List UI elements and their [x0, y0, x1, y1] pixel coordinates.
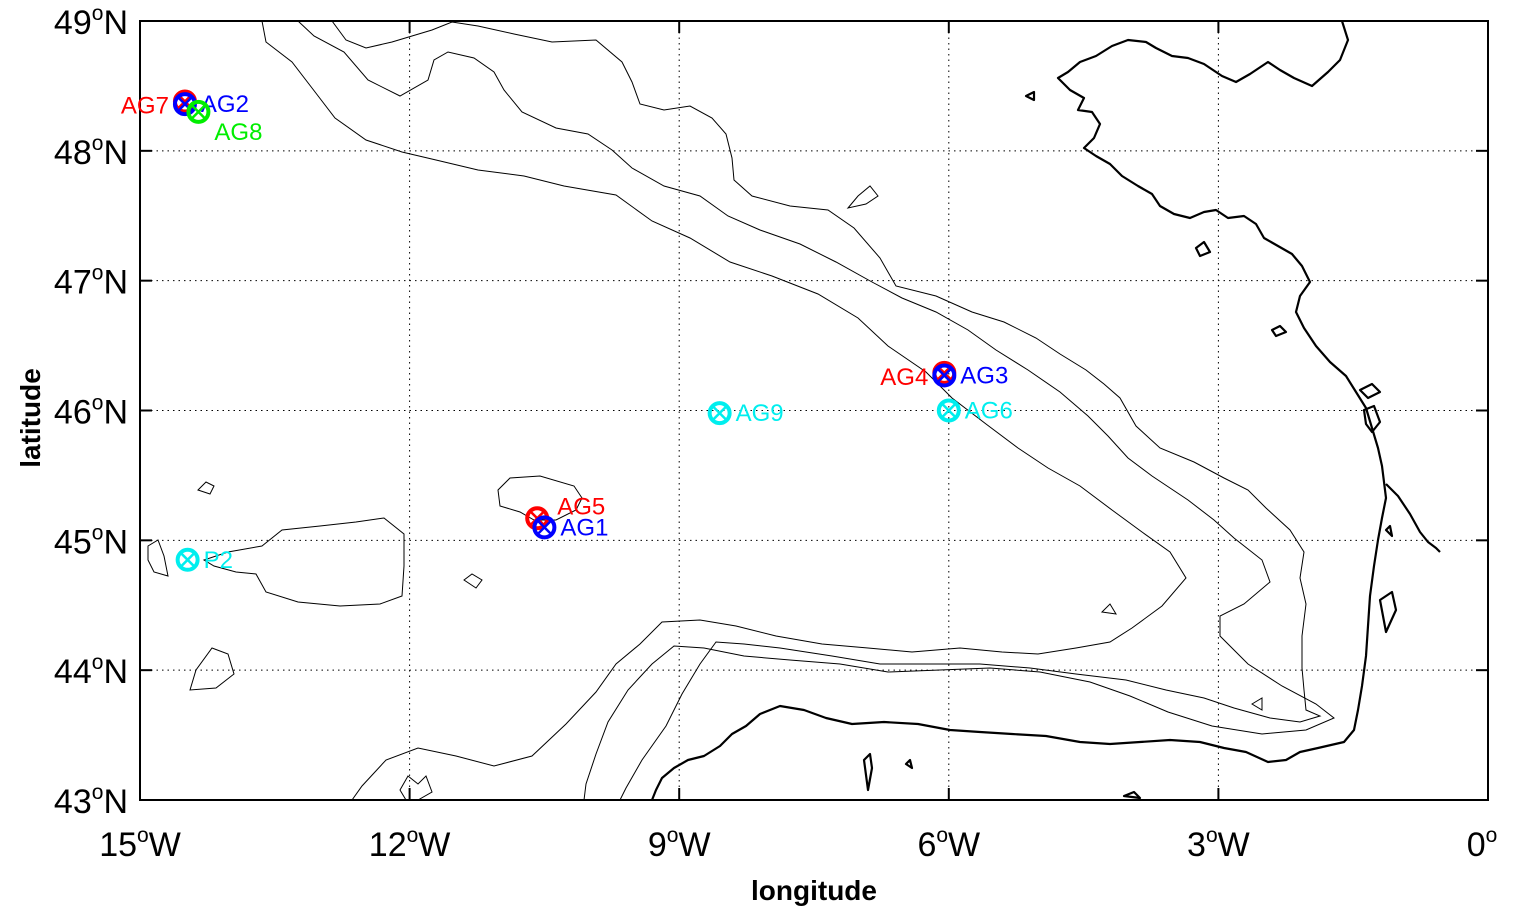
- bathymetry-contours: [147, 21, 1335, 800]
- station-circle-marker: [707, 401, 732, 426]
- station-label: AG5: [557, 493, 605, 520]
- y-tick-labels: 43oN 44oN 45oN 46oN 47oN 48oN 49oN: [54, 2, 128, 821]
- contour-knoll-4: [147, 539, 169, 577]
- station-ag8: AG8: [186, 99, 262, 146]
- coastline: [650, 21, 1441, 800]
- contour-shelf: [331, 21, 1322, 800]
- station-label: AG1: [560, 514, 608, 541]
- contour-bank-central: [497, 475, 583, 521]
- station-circle-marker: [175, 547, 200, 572]
- x-tick-labels: 15oW 12oW 9oW 6oW 3oW 0o: [99, 824, 1497, 864]
- contour-knoll-6: [1251, 697, 1263, 711]
- x-tick-label: 15oW: [99, 824, 181, 864]
- station-cross-mark: [537, 520, 552, 535]
- station-cross-mark: [941, 403, 956, 418]
- axis-ticks: [139, 20, 1489, 801]
- y-tick-label: 48oN: [54, 132, 128, 172]
- island-oleron: [1362, 404, 1382, 434]
- island-small-3: [1378, 590, 1398, 634]
- station-cross-mark: [180, 552, 195, 567]
- island-ile-de-re: [1358, 382, 1382, 400]
- contour-knoll-2: [189, 647, 235, 691]
- x-axis-title: longitude: [751, 875, 877, 906]
- contour-middle: [297, 21, 1335, 800]
- station-p2: P2: [175, 547, 233, 574]
- y-tick-label: 47oN: [54, 262, 128, 302]
- x-tick-label: 3oW: [1187, 824, 1250, 864]
- y-axis-title: latitude: [15, 368, 46, 468]
- contour-bank-west: [202, 517, 405, 607]
- y-tick-label: 45oN: [54, 521, 128, 561]
- station-label: P2: [204, 547, 233, 574]
- station-ag3: AG3: [932, 362, 1008, 389]
- station-label: AG8: [214, 119, 262, 146]
- station-cross-mark: [712, 406, 727, 420]
- station-cross-mark: [178, 94, 192, 109]
- station-circle-marker: [186, 99, 211, 124]
- contour-bay-feature: [846, 185, 879, 209]
- station-ag5: AG5: [525, 493, 605, 531]
- contour-knoll-7: [399, 775, 433, 800]
- station-cross-mark: [191, 104, 206, 119]
- station-circle-marker: [936, 398, 961, 423]
- y-tick-label: 49oN: [54, 2, 128, 42]
- x-tick-label: 9oW: [648, 824, 711, 864]
- graticule: [140, 21, 1488, 800]
- station-label: AG9: [736, 400, 784, 427]
- coastline-france: [650, 21, 1388, 800]
- coastline-gironde: [1385, 483, 1441, 553]
- station-cross-mark: [937, 368, 952, 383]
- station-circle-marker: [532, 515, 557, 540]
- station-ag9: AG9: [707, 400, 784, 427]
- station-label: AG6: [965, 398, 1013, 425]
- y-tick-label: 43oN: [54, 781, 128, 821]
- x-tick-label: 12oW: [369, 824, 451, 864]
- station-label: AG3: [960, 362, 1008, 389]
- x-tick-label: 0o: [1467, 824, 1498, 864]
- station-cross-mark: [937, 365, 952, 380]
- station-ag6: AG6: [936, 398, 1013, 425]
- x-tick-label: 6oW: [917, 824, 980, 864]
- station-cross-mark: [178, 97, 192, 111]
- station-ag1: AG1: [532, 514, 608, 541]
- island-small-2: [1384, 524, 1394, 538]
- station-label: AG7: [121, 92, 169, 119]
- contour-knoll-3: [463, 573, 483, 589]
- island-belle-ile: [1270, 324, 1288, 338]
- station-circle-marker: [932, 363, 957, 388]
- contour-knoll-5: [1100, 603, 1117, 615]
- island-small-6: [904, 758, 914, 770]
- contour-deep: [261, 21, 1187, 800]
- station-label: AG4: [880, 364, 928, 391]
- island-small-1: [1194, 240, 1212, 258]
- y-tick-label: 44oN: [54, 651, 128, 691]
- y-tick-label: 46oN: [54, 392, 128, 432]
- island-small-4: [862, 752, 874, 792]
- station-ag2: AG2: [172, 91, 249, 118]
- island-small-5: [1122, 790, 1142, 800]
- contour-knoll-1: [197, 481, 215, 495]
- island-ushant: [1024, 90, 1036, 102]
